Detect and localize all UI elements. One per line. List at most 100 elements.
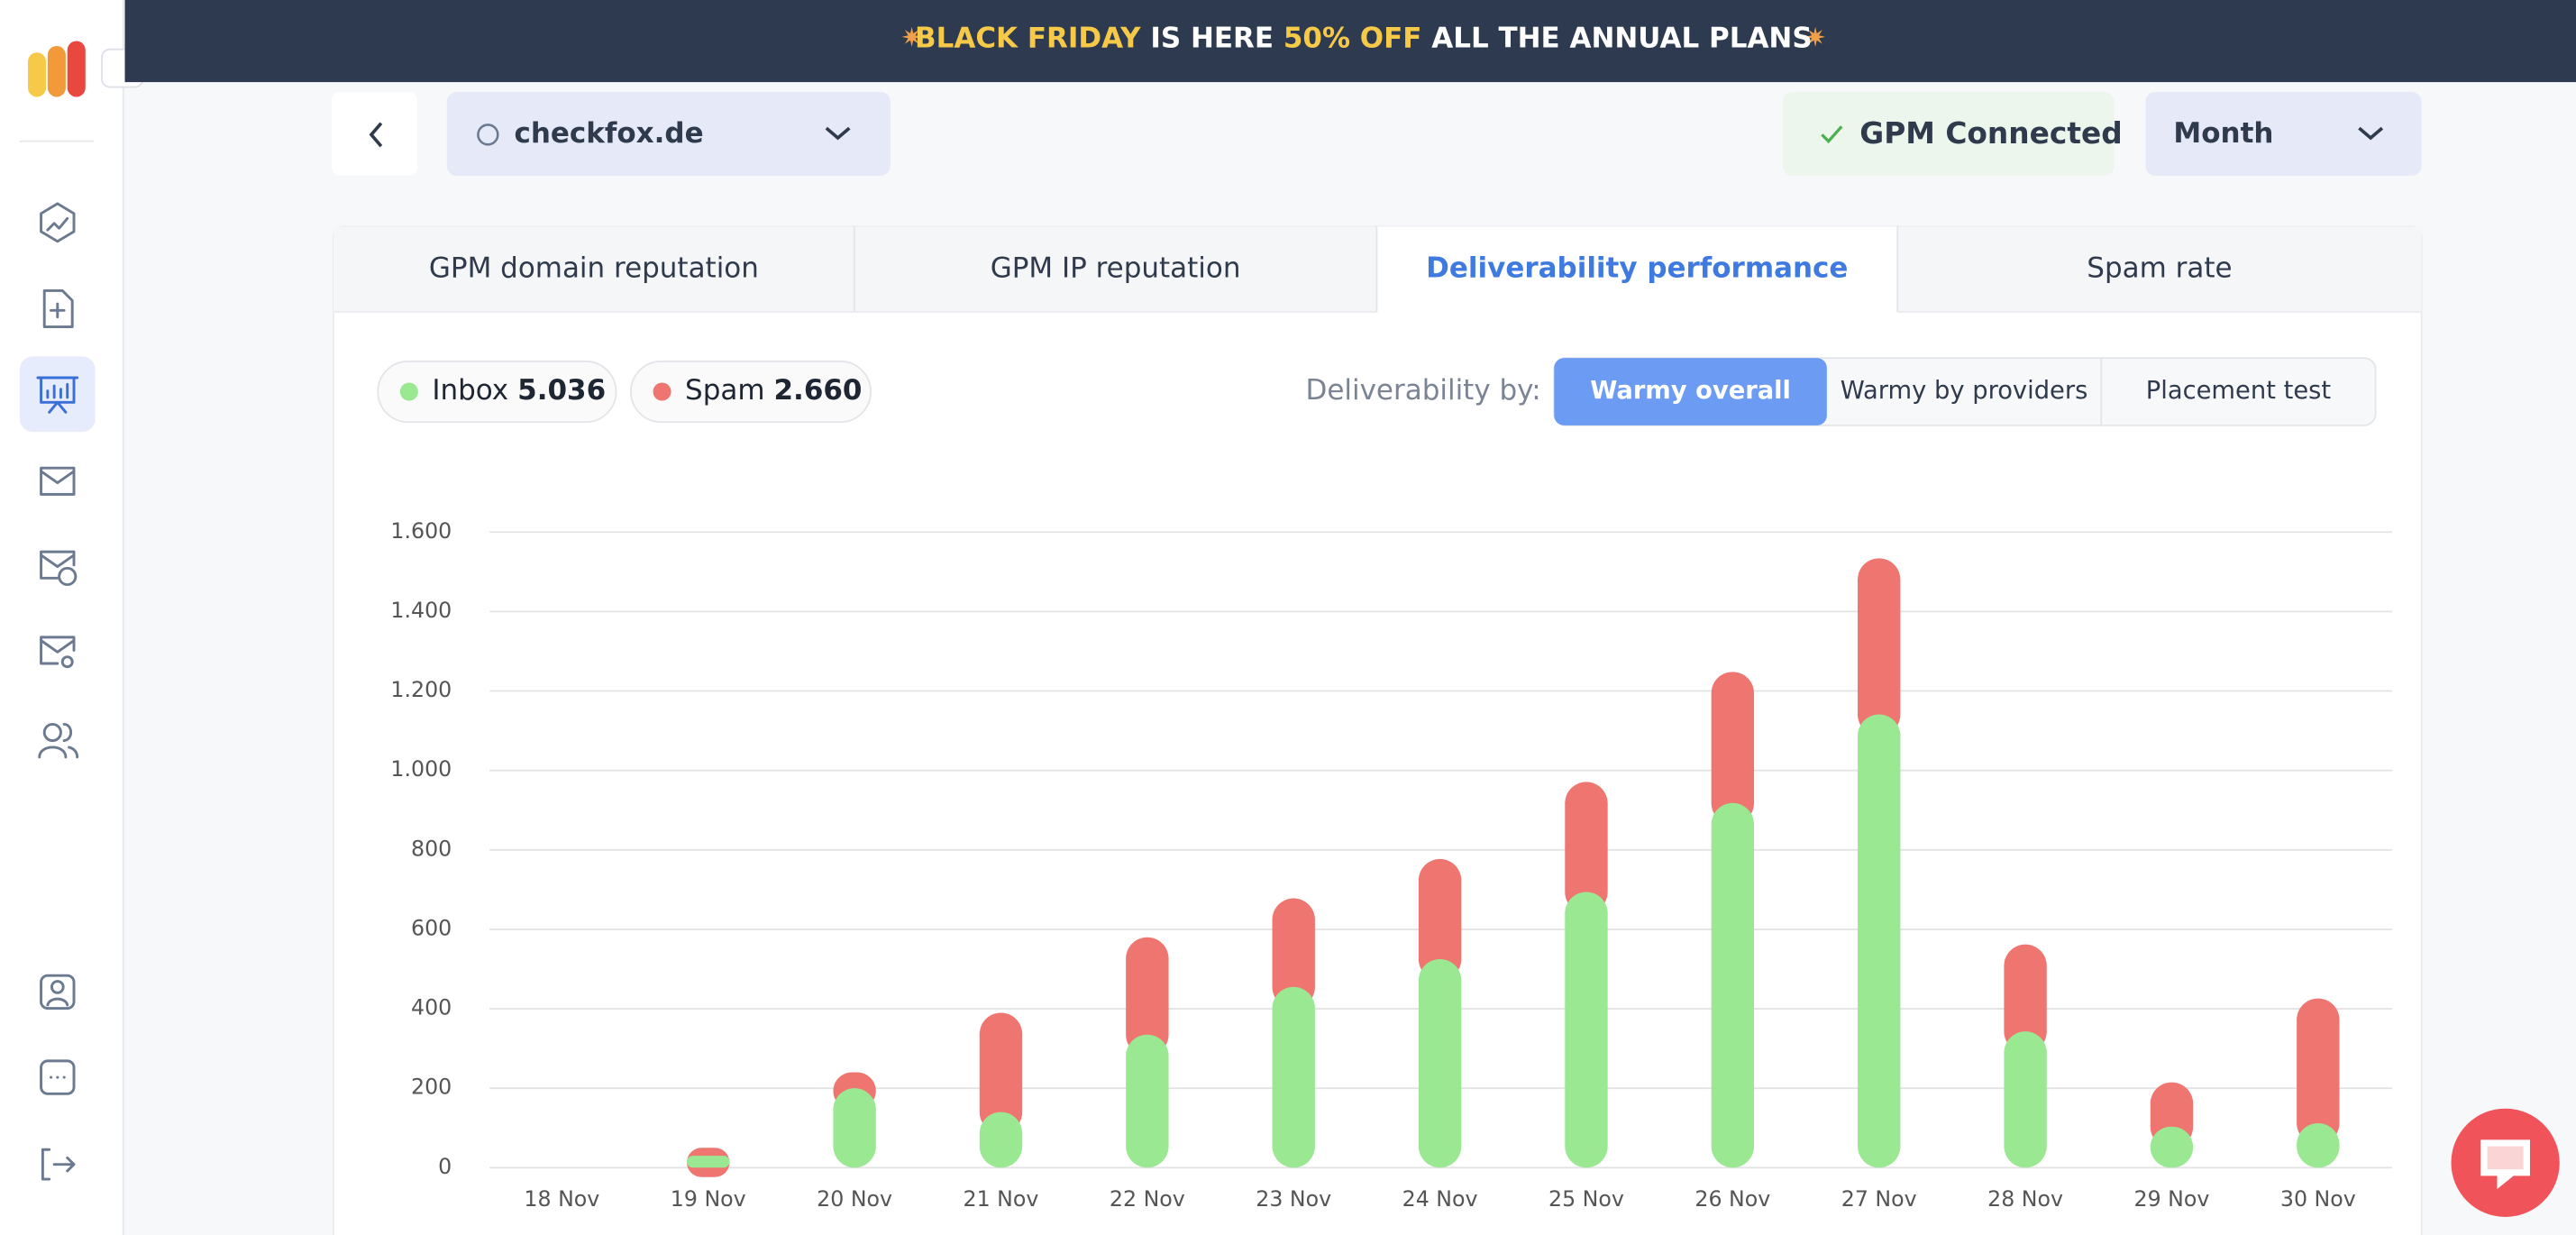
tab-bg: [1897, 226, 2422, 313]
legend-label: Inbox: [432, 374, 508, 407]
tab-bg: [333, 226, 854, 313]
bar-segment: [1565, 782, 1608, 914]
x-tick-label: 29 Nov: [2134, 1186, 2210, 1212]
x-tick-label: 30 Nov: [2280, 1186, 2356, 1212]
nav-mail-check[interactable]: [40, 550, 78, 587]
bar-segment: [833, 1088, 876, 1168]
x-tick-label: 27 Nov: [1841, 1186, 1917, 1212]
x-tick-label: 22 Nov: [1110, 1186, 1185, 1212]
legend-value: 5.036: [517, 374, 606, 407]
nav-logout[interactable]: [41, 1148, 76, 1181]
legend-value: 2.660: [773, 374, 862, 407]
tab-bg: [854, 226, 1377, 313]
filter-active-bg: [1554, 358, 1827, 425]
bar-segment: [979, 1112, 1023, 1168]
y-tick-label: 400: [411, 995, 452, 1020]
x-tick-label: 23 Nov: [1256, 1186, 1331, 1212]
filter-label: Warmy overall: [1590, 377, 1791, 405]
bar-segment: [1858, 558, 1901, 736]
bar-segment: [1126, 937, 1169, 1057]
inbox-pill: Inbox 5.036: [377, 360, 617, 424]
banner-highlight: 50% OFF: [1283, 22, 1422, 54]
x-tick-label: 19 Nov: [671, 1186, 746, 1212]
sidebar: [0, 0, 123, 1235]
nav-profile[interactable]: [40, 974, 76, 1011]
domain-select[interactable]: checkfox.de: [446, 92, 891, 176]
banner-icon: ✷: [900, 23, 922, 53]
bar-segment: [1711, 802, 1755, 1168]
y-tick-label: 1.000: [390, 756, 452, 782]
nav-active-bg: [19, 356, 96, 433]
nav-analytics[interactable]: [36, 376, 79, 414]
legend-label: Spam: [685, 374, 764, 407]
x-tick-label: 24 Nov: [1402, 1186, 1478, 1212]
y-tick-label: 1.400: [390, 598, 452, 623]
filter-option[interactable]: Placement test: [2100, 358, 2332, 425]
tab-label: GPM domain reputation: [429, 252, 759, 284]
promo-banner[interactable]: [124, 0, 2576, 83]
bar-segment: [2004, 944, 2047, 1053]
bar-segment: [1126, 1034, 1169, 1168]
banner-highlight: BLACK FRIDAY: [915, 22, 1141, 54]
bar-segment: [979, 1012, 1023, 1134]
bar-segment: [1711, 672, 1755, 825]
filter-label: Placement test: [2146, 377, 2332, 405]
y-tick-label: 800: [411, 836, 452, 861]
bar-segment: [1418, 858, 1462, 981]
banner-text-part: ALL THE ANNUAL PLANS: [1431, 22, 1812, 54]
tab[interactable]: Deliverability performance: [1375, 226, 1898, 313]
domain-value: checkfox.de: [515, 117, 704, 150]
tab[interactable]: GPM domain reputation: [333, 226, 854, 314]
filter-label: Deliverability by:: [1305, 374, 1540, 407]
chat-button[interactable]: [2451, 1108, 2560, 1217]
tab-label: GPM IP reputation: [991, 252, 1241, 284]
x-tick-label: 25 Nov: [1548, 1186, 1624, 1212]
tab-label: Spam rate: [2087, 252, 2232, 284]
status-text: GPM Connected: [1859, 116, 2122, 151]
banner-text: BLACK FRIDAY IS HERE 50% OFF ALL THE ANN…: [915, 22, 1813, 54]
bar-segment: [1858, 714, 1901, 1168]
y-tick-label: 1.200: [390, 677, 452, 702]
x-tick-label: 20 Nov: [817, 1186, 892, 1212]
bar-segment: [2004, 1031, 2047, 1168]
x-tick-label: 28 Nov: [1987, 1186, 2063, 1212]
nav-mail-settings[interactable]: [40, 636, 76, 669]
nav-mail[interactable]: [40, 466, 76, 496]
tab-label: Deliverability performance: [1426, 252, 1848, 284]
banner-text-part: IS HERE: [1150, 22, 1274, 54]
filter-label: Warmy by providers: [1841, 377, 2088, 405]
nav-users[interactable]: [38, 722, 79, 759]
y-tick-label: 200: [411, 1075, 452, 1100]
back-button[interactable]: [332, 92, 417, 176]
filter-option[interactable]: Warmy by providers: [1841, 377, 2088, 405]
logo[interactable]: [27, 41, 86, 97]
bar-segment: [1272, 898, 1315, 1009]
y-tick-label: 1.600: [390, 518, 452, 544]
tab[interactable]: Spam rate: [1896, 226, 2422, 314]
bar-segment: [2297, 1122, 2340, 1168]
bar-segment: [1418, 958, 1462, 1168]
bar-segment: [2297, 998, 2340, 1145]
tab-bg: [1376, 226, 1898, 313]
x-tick-label: 26 Nov: [1694, 1186, 1770, 1212]
spam-pill: Spam 2.660: [630, 360, 872, 424]
tab[interactable]: GPM IP reputation: [853, 226, 1377, 314]
banner-icon: ✷: [1804, 23, 1826, 53]
bar-segment: [2150, 1126, 2194, 1168]
bar-segment: [1272, 986, 1315, 1168]
nav-more[interactable]: [40, 1059, 76, 1095]
nav-add[interactable]: [42, 289, 74, 328]
y-tick-label: 0: [438, 1154, 452, 1179]
x-tick-label: 18 Nov: [524, 1186, 599, 1212]
chart: 0 200 400 600 800 1.000 1.200 1.400 1.600 18 Nov 1…: [390, 518, 2392, 1212]
filter-option[interactable]: Warmy overall: [1554, 358, 1827, 425]
period-select[interactable]: Month: [2145, 92, 2422, 176]
x-tick-label: 21 Nov: [964, 1186, 1039, 1212]
gpm-status: GPM Connected: [1782, 92, 2123, 176]
bar-segment: [687, 1156, 730, 1168]
y-tick-label: 600: [411, 915, 452, 940]
nav-dashboard[interactable]: [40, 202, 76, 243]
